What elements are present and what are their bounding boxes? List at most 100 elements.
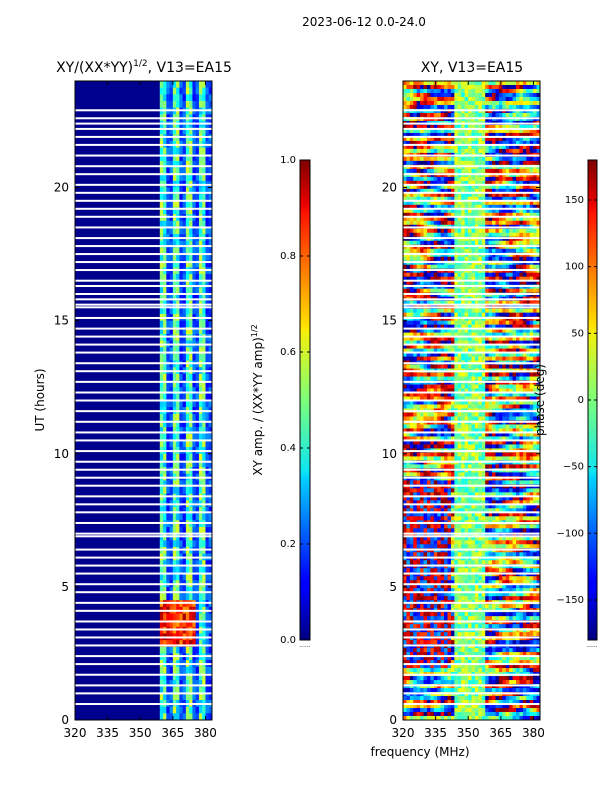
left-heatmap-cell: [208, 280, 212, 288]
left-heatmap-cell: [189, 586, 193, 594]
right-heatmap-cell: [406, 176, 411, 182]
right-heatmap-cell: [495, 308, 500, 314]
right-heatmap-cell: [409, 336, 414, 341]
right-heatmap-cell: [471, 140, 476, 146]
right-heatmap-cell: [474, 320, 479, 326]
right-heatmap-cell: [492, 308, 496, 314]
left-heatmap-cell: [182, 147, 187, 155]
right-heatmap-cell: [512, 344, 517, 349]
left-heatmap-cell: [192, 200, 197, 208]
right-heatmap-cell: [533, 160, 537, 166]
right-heatmap-cell: [492, 81, 496, 86]
right-heatmap-cell: [430, 208, 435, 214]
left-flag-row: [75, 495, 212, 498]
left-heatmap-cell: [192, 513, 197, 521]
left-heatmap-cell: [166, 254, 171, 262]
right-heatmap-cell: [454, 340, 459, 345]
right-heatmap-cell: [522, 312, 527, 318]
right-heatmap-cell: [406, 384, 411, 389]
left-heatmap-cell: [163, 274, 167, 282]
left-heatmap-cell: [208, 260, 212, 268]
right-heatmap-cell: [423, 404, 428, 409]
right-heatmap-cell: [512, 248, 517, 254]
right-heatmap-cell: [488, 376, 493, 381]
right-heatmap-cell: [478, 140, 483, 146]
right-heatmap-cell: [464, 308, 469, 314]
left-heatmap-cell: [192, 393, 197, 401]
right-heatmap-cell: [488, 184, 493, 190]
right-heatmap-cell: [502, 176, 507, 182]
right-heatmap-cell: [529, 104, 534, 110]
right-heatmap-cell: [420, 180, 424, 186]
right-heatmap-cell: [526, 168, 531, 174]
right-heatmap-cell: [505, 256, 510, 262]
right-heatmap-cell: [403, 84, 407, 90]
right-heatmap-cell: [450, 348, 455, 353]
right-heatmap-cell: [502, 220, 507, 226]
right-heatmap-cell: [426, 356, 431, 361]
right-heatmap-cell: [447, 340, 452, 345]
right-heatmap-cell: [529, 352, 534, 357]
right-heatmap-cell: [457, 220, 462, 226]
right-heatmap-cell: [423, 112, 428, 118]
left-heatmap-cell: [189, 167, 193, 175]
left-heatmap-cell: [192, 274, 197, 282]
right-heatmap-cell: [426, 312, 431, 318]
right-heatmap-cell: [505, 212, 510, 218]
right-heatmap-cell: [447, 352, 452, 357]
right-heatmap-cell: [505, 196, 510, 202]
right-heatmap-cell: [440, 216, 445, 222]
right-heatmap-cell: [416, 220, 421, 226]
right-heatmap-cell: [519, 352, 524, 357]
right-heatmap-cell: [512, 328, 517, 334]
right-heatmap-cell: [495, 128, 500, 134]
right-heatmap-cell: [413, 200, 418, 206]
right-heatmap-cell: [444, 320, 448, 326]
right-heatmap-cell: [437, 176, 442, 182]
right-heatmap-cell: [529, 204, 534, 210]
left-heatmap-cell: [163, 307, 167, 315]
right-heatmap-cell: [522, 200, 527, 206]
right-heatmap-cell: [512, 272, 517, 278]
left-heatmap-cell: [208, 187, 212, 195]
left-heatmap-cell: [192, 593, 197, 601]
left-heatmap-cell: [189, 320, 193, 328]
right-heatmap-cell: [536, 128, 540, 134]
left-heatmap-cell: [169, 94, 174, 102]
right-heatmap-cell: [423, 332, 428, 337]
right-heatmap-cell: [433, 216, 438, 222]
right-heatmap-cell: [526, 88, 531, 94]
right-heatmap-cell: [492, 240, 496, 246]
right-heatmap-cell: [478, 256, 483, 262]
left-flag-row: [75, 601, 212, 604]
right-heatmap-cell: [498, 212, 503, 218]
right-heatmap-cell: [512, 200, 517, 206]
left-heatmap-cell: [189, 307, 193, 315]
right-heatmap-cell: [509, 188, 513, 194]
right-heatmap-cell: [416, 372, 421, 377]
right-heatmap-cell: [416, 232, 421, 238]
right-heatmap-cell: [450, 332, 455, 337]
right-heatmap-cell: [471, 288, 476, 294]
right-heatmap-cell: [481, 200, 486, 206]
right-heatmap-cell: [498, 188, 503, 194]
right-heatmap-cell: [440, 104, 445, 110]
right-heatmap-cell: [533, 248, 537, 254]
right-heatmap-cell: [450, 400, 455, 405]
right-heatmap-cell: [420, 320, 424, 326]
right-heatmap-cell: [478, 180, 483, 186]
left-heatmap-cell: [179, 220, 184, 228]
left-heatmap-cell: [176, 413, 180, 421]
right-heatmap-cell: [440, 384, 445, 389]
right-heatmap-cell: [420, 228, 424, 234]
right-heatmap-cell: [430, 340, 435, 345]
right-heatmap-cell: [488, 168, 493, 174]
right-heatmap-cell: [450, 264, 455, 270]
right-heatmap-cell: [471, 84, 476, 90]
right-heatmap-cell: [488, 400, 493, 405]
right-heatmap-cell: [509, 148, 513, 154]
left-heatmap-cell: [185, 440, 190, 448]
right-heatmap-cell: [502, 196, 507, 202]
right-heatmap-cell: [413, 156, 418, 162]
right-heatmap-cell: [488, 404, 493, 409]
